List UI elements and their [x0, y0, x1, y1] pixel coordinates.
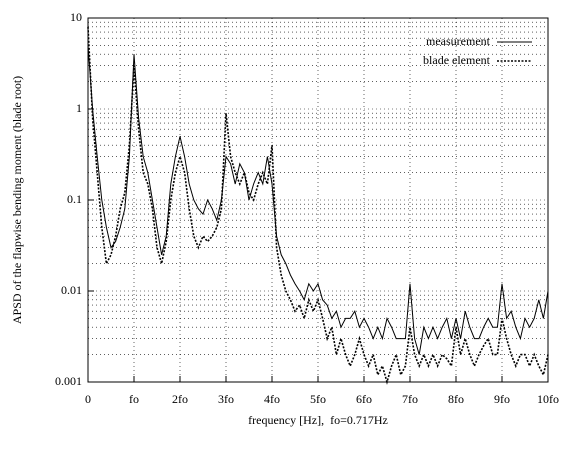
x-tick-label: 8fo: [448, 392, 464, 406]
x-tick-label: 0: [85, 392, 91, 406]
x-tick-label: 7fo: [402, 392, 418, 406]
x-tick-label: fo: [129, 392, 139, 406]
x-axis-label: frequency [Hz], fo=0.717Hz: [248, 413, 388, 427]
legend-label: blade element: [423, 53, 491, 67]
x-tick-label: 6fo: [356, 392, 372, 406]
legend-label: measurement: [426, 34, 491, 48]
series-line: [87, 45, 549, 355]
x-tick-label: 4fo: [264, 392, 280, 406]
x-tick-label: 3fo: [218, 392, 234, 406]
series-line: [87, 26, 549, 385]
x-tick-label: 5fo: [310, 392, 326, 406]
y-tick-label: 0.001: [55, 374, 82, 388]
x-tick-label: 9fo: [494, 392, 510, 406]
x-tick-label: 10fo: [537, 392, 559, 406]
x-tick-label: 2fo: [172, 392, 188, 406]
plot-frame: [87, 17, 549, 383]
y-tick-label: 0.1: [67, 192, 82, 206]
y-tick-label: 1: [76, 101, 82, 115]
y-tick-label: 10: [70, 10, 82, 24]
y-axis-label: APSD of the flapwise bending moment (bla…: [10, 76, 24, 324]
y-tick-label: 0.01: [61, 283, 82, 297]
